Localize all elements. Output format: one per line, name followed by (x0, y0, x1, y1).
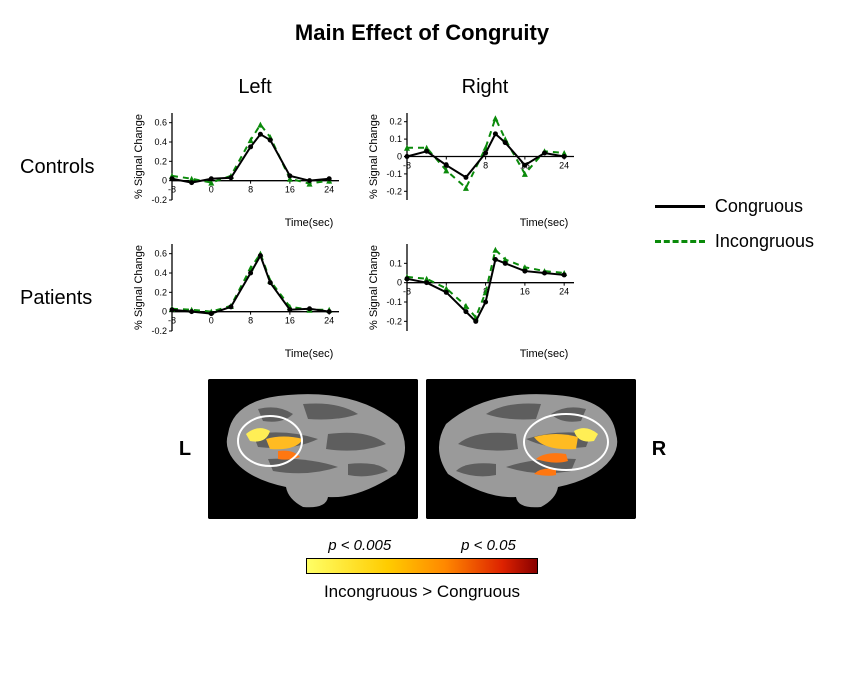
svg-text:% Signal Change: % Signal Change (133, 114, 145, 199)
plot-controls-left: -0.200.20.40.6-8081624% Signal ChangeTim… (130, 105, 345, 230)
row-controls-label: Controls (20, 156, 130, 179)
svg-text:0: 0 (162, 176, 167, 186)
colorbar-section: p < 0.005 p < 0.05 Incongruous > Congruo… (20, 537, 824, 602)
contrast-label: Incongruous > Congruous (20, 582, 824, 602)
brain-right (426, 379, 636, 519)
svg-text:24: 24 (324, 316, 334, 326)
brain-images-row: L R (20, 379, 824, 519)
svg-text:0.2: 0.2 (154, 156, 167, 166)
svg-text:0: 0 (397, 278, 402, 288)
legend-congruous: Congruous (655, 196, 814, 217)
svg-text:24: 24 (559, 161, 569, 171)
p-low: p < 0.005 (328, 537, 391, 554)
svg-text:-0.2: -0.2 (151, 326, 167, 336)
brain-left (208, 379, 418, 519)
svg-text:-8: -8 (403, 161, 411, 171)
svg-text:0.2: 0.2 (154, 287, 167, 297)
svg-text:0.6: 0.6 (154, 118, 167, 128)
svg-text:0: 0 (162, 307, 167, 317)
svg-text:Time(sec): Time(sec) (520, 217, 568, 229)
svg-text:-0.2: -0.2 (386, 186, 402, 196)
svg-text:0.1: 0.1 (389, 258, 402, 268)
legend: Congruous Incongruous (655, 196, 814, 266)
side-label-R: R (644, 438, 674, 461)
legend-line-dash-icon (655, 240, 705, 243)
p-value-labels: p < 0.005 p < 0.05 (20, 537, 824, 554)
svg-text:Time(sec): Time(sec) (285, 348, 333, 360)
svg-text:8: 8 (248, 185, 253, 195)
svg-text:0: 0 (209, 185, 214, 195)
colorbar-icon (306, 558, 538, 574)
column-headers: Left Right (140, 76, 600, 99)
legend-line-solid-icon (655, 205, 705, 208)
svg-text:-0.2: -0.2 (386, 316, 402, 326)
svg-text:Time(sec): Time(sec) (285, 217, 333, 229)
svg-text:-8: -8 (403, 287, 411, 297)
svg-text:24: 24 (559, 287, 569, 297)
svg-text:16: 16 (285, 316, 295, 326)
svg-text:0.6: 0.6 (154, 249, 167, 259)
svg-text:Time(sec): Time(sec) (520, 348, 568, 360)
svg-text:-8: -8 (168, 316, 176, 326)
svg-text:0: 0 (397, 152, 402, 162)
svg-text:8: 8 (483, 161, 488, 171)
svg-text:% Signal Change: % Signal Change (368, 114, 380, 199)
legend-incongruous-label: Incongruous (715, 231, 814, 252)
plot-patients-right: -0.2-0.100.1-8081624% Signal ChangeTime(… (365, 236, 580, 361)
svg-text:16: 16 (520, 287, 530, 297)
legend-incongruous: Incongruous (655, 231, 814, 252)
svg-text:16: 16 (285, 185, 295, 195)
svg-text:-0.1: -0.1 (386, 297, 402, 307)
plot-patients-left: -0.200.20.40.6-8081624% Signal ChangeTim… (130, 236, 345, 361)
figure-body: Left Right Controls -0.200.20.40.6-80816… (20, 76, 824, 602)
plot-controls-right: -0.2-0.100.10.2-8081624% Signal ChangeTi… (365, 105, 580, 230)
svg-text:% Signal Change: % Signal Change (133, 245, 145, 330)
brain-left-svg (208, 379, 418, 519)
svg-text:0.2: 0.2 (389, 117, 402, 127)
side-label-L: L (170, 438, 200, 461)
p-high: p < 0.05 (461, 537, 516, 554)
col-left-label: Left (140, 76, 370, 99)
col-right-label: Right (370, 76, 600, 99)
svg-text:-0.2: -0.2 (151, 195, 167, 205)
svg-text:0.4: 0.4 (154, 268, 167, 278)
svg-text:% Signal Change: % Signal Change (368, 245, 380, 330)
svg-text:0.4: 0.4 (154, 137, 167, 147)
svg-text:-8: -8 (168, 185, 176, 195)
row-patients-label: Patients (20, 287, 130, 310)
svg-text:0.1: 0.1 (389, 134, 402, 144)
svg-text:-0.1: -0.1 (386, 169, 402, 179)
brain-right-svg (426, 379, 636, 519)
svg-text:24: 24 (324, 185, 334, 195)
legend-congruous-label: Congruous (715, 196, 803, 217)
figure-title: Main Effect of Congruity (20, 20, 824, 46)
svg-text:8: 8 (248, 316, 253, 326)
svg-text:0: 0 (209, 316, 214, 326)
